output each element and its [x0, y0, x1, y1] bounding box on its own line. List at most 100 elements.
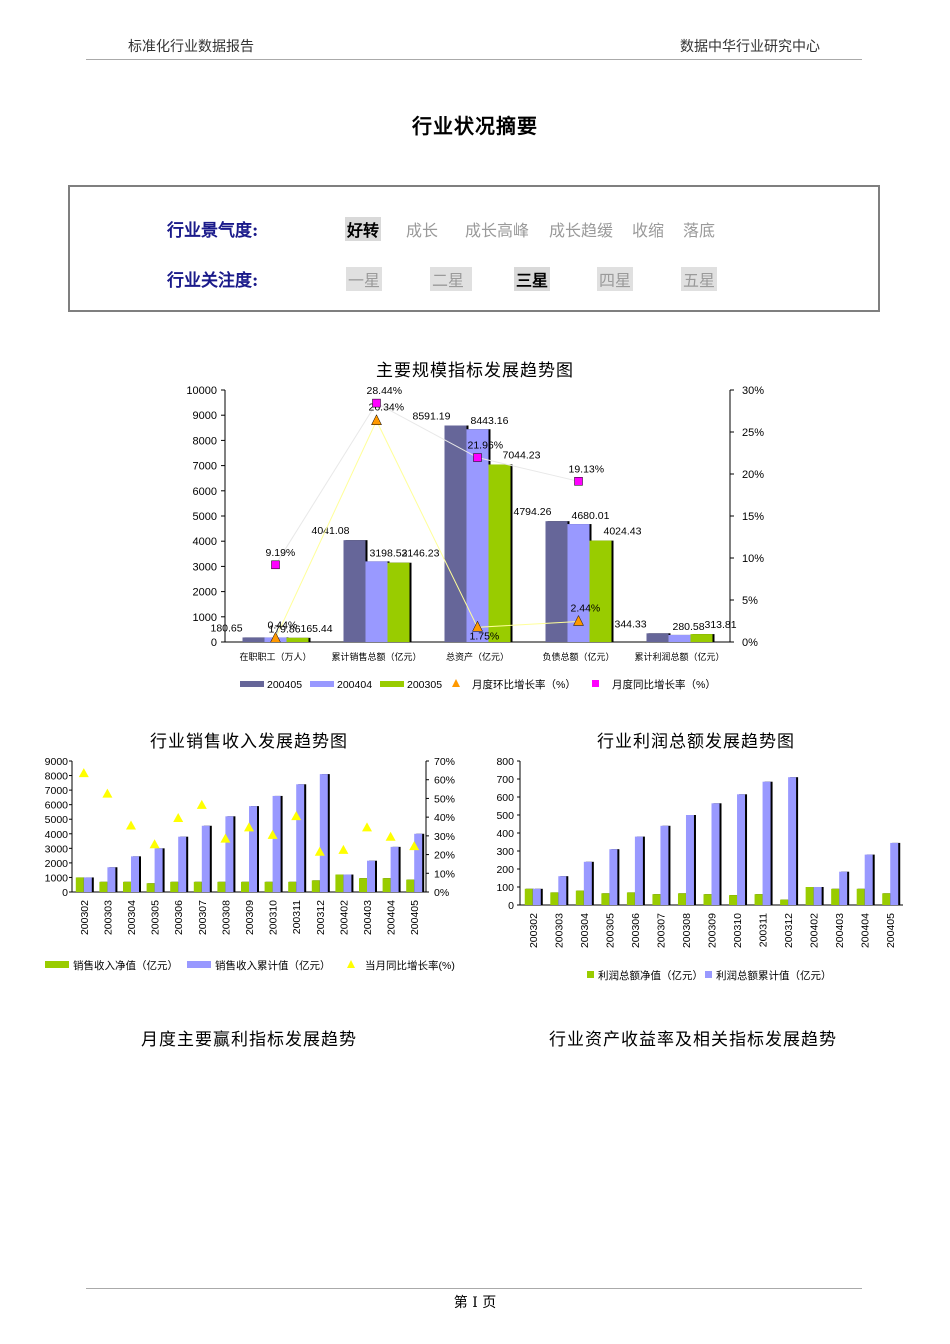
legend-label: 销售收入累计值（亿元）: [215, 959, 331, 972]
y-tick-label: 6000: [193, 486, 217, 498]
bar-value-label: 4024.43: [604, 526, 642, 538]
bar-net: [217, 881, 226, 892]
bar-net: [677, 893, 686, 905]
y-tick-label: 1000: [45, 872, 69, 884]
y2-tick-label: 30%: [742, 385, 764, 397]
y-tick-label: 3000: [193, 561, 217, 573]
y-tick-label: 7000: [193, 461, 217, 473]
attention-option-1: 一星: [346, 267, 382, 291]
bar-200404: [668, 634, 691, 642]
bar-value-label: 165.44: [301, 623, 333, 635]
bar-200405: [444, 425, 467, 642]
growth-marker: [314, 846, 325, 856]
x-category-label: 200403: [834, 913, 846, 948]
growth-marker: [385, 831, 396, 841]
y2-tick-label: 20%: [742, 469, 764, 481]
bar-cumulative: [83, 877, 92, 892]
y-tick-label: 9000: [193, 410, 217, 422]
x-category-label: 200307: [655, 913, 667, 948]
x-category-label: 200308: [681, 913, 693, 948]
bar-cumulative: [201, 825, 210, 892]
y-tick-label: 3000: [45, 843, 69, 855]
bar-value-label: 280.58: [673, 621, 705, 633]
attention-label: 行业关注度:: [167, 271, 259, 291]
bar-cumulative: [558, 876, 567, 905]
y2-tick-label: 70%: [434, 756, 455, 768]
chart2-title: 行业销售收入发展趋势图: [150, 732, 348, 752]
growth-marker: [362, 822, 372, 832]
attention-option-4: 四星: [597, 267, 633, 291]
x-category-label: 总资产（亿元）: [446, 651, 509, 662]
x-category-label: 200308: [220, 900, 232, 935]
bar-cumulative: [711, 803, 720, 905]
bar-net: [780, 899, 789, 905]
bar-cumulative: [890, 842, 899, 905]
bar-200305: [488, 464, 511, 642]
legend-swatch: [380, 681, 404, 687]
page-title: 行业状况摘要: [412, 114, 538, 138]
y-tick-label: 0: [211, 637, 217, 649]
attention-option-2: 二星: [430, 267, 472, 291]
legend-swatch: [587, 971, 594, 978]
y-tick-label: 100: [496, 882, 514, 894]
bar-cumulative: [107, 867, 116, 892]
bar-net: [831, 888, 840, 905]
legend-label: 销售收入净值（亿元）: [73, 959, 178, 972]
bar-200404: [567, 524, 590, 642]
legend-label: 月度同比增长率（%）: [612, 678, 716, 691]
chart-total-profit: 0 100 200 300 400 500 600 700 800 200302 200303 200…: [496, 756, 903, 982]
bar-net: [335, 874, 344, 892]
bar-200305: [589, 540, 612, 642]
y-tick-label: 600: [496, 792, 514, 804]
y-tick-label: 400: [496, 828, 514, 840]
bar-net: [123, 881, 131, 892]
climate-option-4: 成长趋缓: [549, 221, 614, 240]
bar-cumulative: [737, 794, 746, 905]
bar-cumulative: [864, 854, 873, 905]
y-tick-label: 7000: [45, 785, 69, 797]
x-category-label: 200405: [409, 900, 421, 935]
x-category-label: 200307: [197, 900, 209, 935]
x-category-label: 200306: [173, 900, 185, 935]
y2-tick-label: 60%: [434, 775, 455, 787]
legend-swatch: [347, 960, 355, 968]
page-number: 第 I 页: [453, 1295, 497, 1311]
y2-tick-label: 0%: [742, 637, 758, 649]
bar-value-label: 180.65: [211, 622, 243, 634]
x-category-label: 200311: [758, 913, 770, 947]
y-tick-label: 0: [508, 900, 514, 912]
growth-marker: [126, 820, 136, 830]
x-category-label: 200312: [315, 900, 327, 935]
x-category-label: 200306: [630, 913, 642, 948]
x-category-label: 200304: [579, 913, 591, 948]
y2-tick-label: 15%: [742, 511, 764, 523]
bar-cumulative: [685, 815, 694, 905]
bar-value-label: 4041.08: [312, 525, 350, 537]
growth-marker: [244, 822, 254, 832]
header-divider: [86, 59, 862, 60]
yoy-marker: [372, 398, 381, 408]
x-category-label: 200302: [528, 913, 540, 948]
mom-label: 1.75%: [470, 630, 500, 642]
y-tick-label: 700: [496, 774, 514, 786]
legend-swatch: [452, 679, 460, 687]
x-category-label: 200311: [291, 900, 303, 934]
y-tick-label: 5000: [193, 511, 217, 523]
chart-main-scale-indicators: 0 1000 2000 3000 4000 5000 6000 7000 8000 9000 100…: [186, 385, 764, 691]
bar-net: [754, 894, 763, 905]
x-category-label: 200309: [707, 913, 719, 948]
legend-label: 利润总额净值（亿元）: [598, 969, 703, 982]
growth-marker: [338, 844, 349, 854]
bar-net: [882, 893, 891, 905]
growth-marker: [220, 833, 231, 843]
bar-net: [75, 877, 84, 892]
legend-swatch: [592, 680, 599, 687]
legend-swatch: [45, 961, 69, 968]
growth-marker: [409, 841, 420, 851]
climate-option-1: 好转: [345, 217, 382, 241]
bar-net: [359, 878, 367, 892]
bar-cumulative: [225, 816, 234, 892]
x-category-label: 累计利润总额（亿元）: [634, 651, 724, 662]
y2-tick-label: 5%: [742, 595, 758, 607]
attention-option-3: 三星: [514, 267, 550, 291]
